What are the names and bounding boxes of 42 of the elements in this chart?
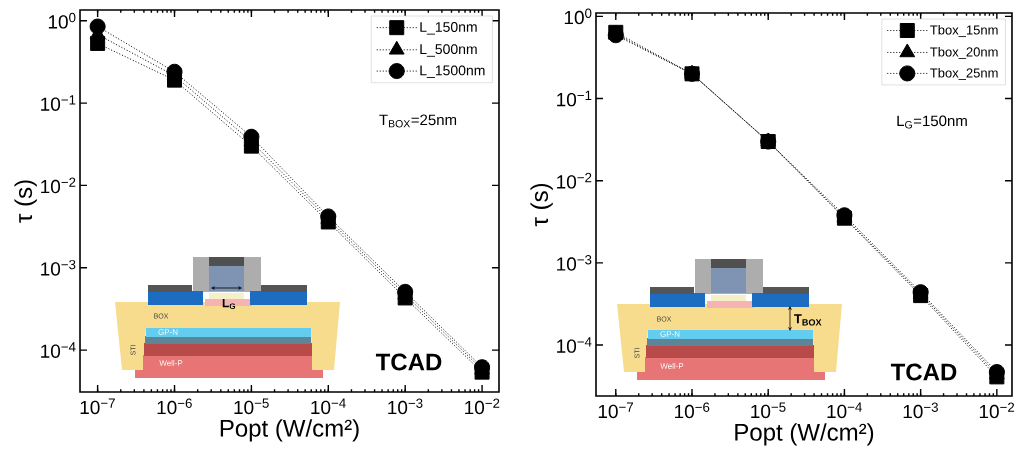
x-tick-label: 10$^{−7}$ xyxy=(80,398,115,415)
annotation: Well-P xyxy=(660,363,684,369)
y-tick-label: 10$^{−2}$ xyxy=(557,172,592,189)
x-tick-label: 10$^{−3}$ xyxy=(388,398,423,415)
y-tick-label: 10$^{−1}$ xyxy=(41,95,76,111)
annotation: TCAD xyxy=(890,363,957,381)
x-axis-title: Popt (W/cm²) xyxy=(220,419,359,442)
annotation: T$_{BOX}$ xyxy=(794,314,822,326)
y-tick-label: 10$^{−4}$ xyxy=(557,337,592,353)
annotation: T$_{BOX}$=25nm xyxy=(379,114,457,128)
x-tick-label: 10$^{−6}$ xyxy=(675,402,710,419)
x-tick-label: 10$^{−2}$ xyxy=(465,398,500,415)
x-tick-label: 10$^{−4}$ xyxy=(827,402,862,419)
annotation: L$_{G}$=150nm xyxy=(897,115,967,129)
x-tick-label: 10$^{−2}$ xyxy=(979,402,1015,419)
legend-label: L_500nm xyxy=(420,44,477,57)
y-tick-label: 10$^{0}$ xyxy=(48,12,76,29)
legend-label: L_150nm xyxy=(420,22,477,35)
annotation: GP-N xyxy=(660,331,680,337)
legend-label: Tbox_25nm xyxy=(930,67,998,80)
y-axis-title: τ (s) xyxy=(530,183,553,227)
y-tick-label: 10$^{−3}$ xyxy=(41,259,76,276)
x-tick-label: 10$^{−3}$ xyxy=(903,402,938,419)
x-tick-label: 10$^{−7}$ xyxy=(598,402,634,419)
legend-label: L_1500nm xyxy=(420,65,485,78)
x-tick-label: 10$^{−4}$ xyxy=(311,398,346,415)
y-tick-label: 10$^{−1}$ xyxy=(557,90,592,107)
annotation: L$_{G}$ xyxy=(222,298,236,310)
legend-label: Tbox_15nm xyxy=(930,25,998,38)
x-tick-label: 10$^{−6}$ xyxy=(157,398,192,415)
x-tick-label: 10$^{−5}$ xyxy=(751,402,786,419)
x-tick-label: 10$^{−5}$ xyxy=(234,398,269,415)
y-tick-label: 10$^{−3}$ xyxy=(557,255,592,271)
annotation: Well-P xyxy=(159,360,183,366)
annotation: TCAD xyxy=(375,353,442,371)
legend-label: Tbox_20nm xyxy=(930,47,998,60)
y-tick-label: 10$^{0}$ xyxy=(564,8,592,25)
x-axis-title: Popt (W/cm²) xyxy=(735,423,874,446)
y-axis-title: τ (s) xyxy=(14,180,37,223)
y-tick-label: 10$^{−4}$ xyxy=(41,342,76,358)
annotation: GP-N xyxy=(158,329,178,335)
y-tick-label: 10$^{−2}$ xyxy=(41,177,76,194)
